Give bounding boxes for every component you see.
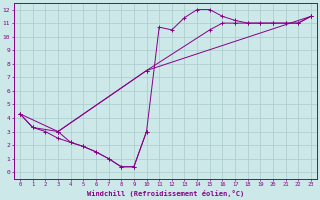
X-axis label: Windchill (Refroidissement éolien,°C): Windchill (Refroidissement éolien,°C) bbox=[87, 190, 244, 197]
